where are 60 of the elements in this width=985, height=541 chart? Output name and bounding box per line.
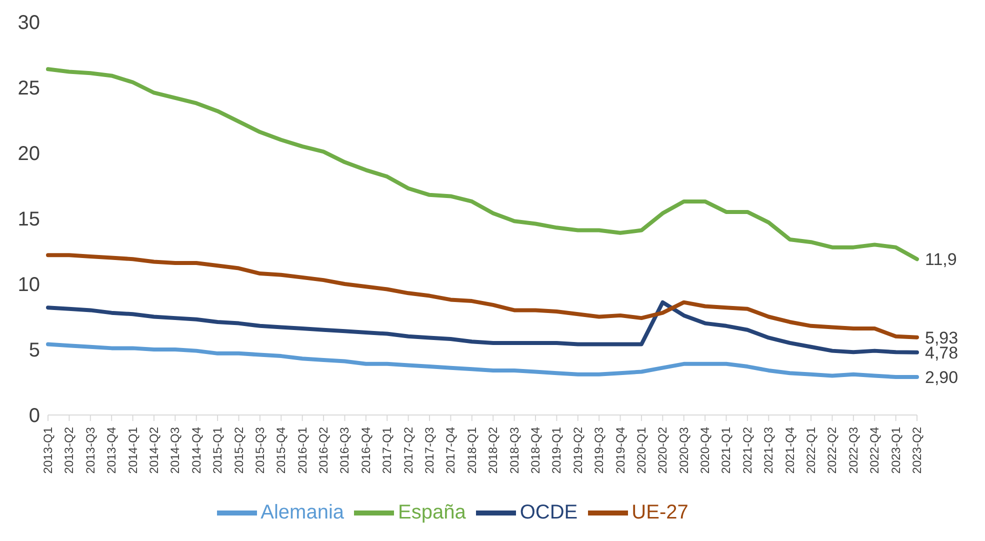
x-tick-label: 2021-Q2 xyxy=(740,426,754,474)
legend-label: OCDE xyxy=(520,501,578,524)
line-series xyxy=(46,67,919,262)
x-tick-label: 2017-Q3 xyxy=(422,426,437,474)
x-tick-label: 2017-Q4 xyxy=(444,426,458,474)
x-tick-label: 2014-Q4 xyxy=(189,426,204,474)
x-tick-label: 2016-Q4 xyxy=(358,426,373,474)
x-tick-label: 2015-Q1 xyxy=(210,426,225,474)
y-tick-label: 5 xyxy=(28,340,40,362)
x-tick-label: 2018-Q1 xyxy=(464,426,479,474)
y-tick-label: 30 xyxy=(18,12,40,34)
x-tick-label: 2016-Q1 xyxy=(295,426,310,474)
line-series xyxy=(46,300,919,354)
x-tick-label: 2021-Q1 xyxy=(719,426,734,474)
x-tick-label: 2019-Q2 xyxy=(570,426,585,474)
x-tick-label: 2015-Q3 xyxy=(252,426,267,474)
legend-label: España xyxy=(398,501,466,524)
x-tick-label: 2022-Q2 xyxy=(825,426,840,474)
x-tick-label: 2020-Q2 xyxy=(656,426,670,474)
x-tick-label: 2020-Q3 xyxy=(676,426,691,474)
x-tick-label: 2017-Q1 xyxy=(380,426,394,474)
y-tick-label: 15 xyxy=(18,208,40,231)
x-tick-label: 2022-Q4 xyxy=(868,426,882,474)
x-tick-label: 2019-Q3 xyxy=(592,426,606,474)
x-tick-label: 2013-Q4 xyxy=(104,426,119,474)
y-tick-label: 0 xyxy=(28,405,40,428)
legend-label: UE-27 xyxy=(632,501,688,524)
x-tick-label: 2013-Q3 xyxy=(83,426,98,474)
x-tick-label: 2013-Q1 xyxy=(41,426,55,474)
x-tick-label: 2023-Q2 xyxy=(910,426,924,474)
x-tick-label: 2018-Q3 xyxy=(507,426,522,474)
line-series xyxy=(46,253,919,340)
x-tick-label: 2015-Q2 xyxy=(232,426,246,474)
x-tick-label: 2014-Q1 xyxy=(126,426,140,474)
data-label: 2,90 xyxy=(925,368,958,388)
x-tick-label: 2020-Q4 xyxy=(698,426,712,474)
x-tick-label: 2016-Q2 xyxy=(316,426,331,474)
x-tick-label: 2021-Q4 xyxy=(782,426,797,474)
y-tick-label: 25 xyxy=(18,78,40,100)
x-tick-label: 2013-Q2 xyxy=(62,426,76,474)
x-tick-label: 2020-Q1 xyxy=(634,426,648,474)
x-tick-label: 2016-Q3 xyxy=(338,426,352,474)
x-tick-label: 2018-Q2 xyxy=(486,426,500,474)
x-tick-label: 2015-Q4 xyxy=(274,426,288,474)
x-tick-label: 2019-Q1 xyxy=(550,426,564,474)
x-tick-label: 2022-Q3 xyxy=(846,426,860,474)
line-series xyxy=(46,342,919,380)
x-tick-label: 2017-Q2 xyxy=(401,426,416,474)
x-tick-label: 2022-Q1 xyxy=(804,426,818,474)
data-label: 5,93 xyxy=(925,328,958,348)
x-tick-label: 2014-Q3 xyxy=(168,426,182,474)
x-tick-label: 2019-Q4 xyxy=(613,426,628,474)
x-tick-label: 2021-Q3 xyxy=(762,426,776,474)
y-tick-label: 10 xyxy=(18,274,40,296)
data-label: 11,9 xyxy=(925,250,957,270)
y-tick-label: 20 xyxy=(18,143,40,166)
legend-label: Alemania xyxy=(260,501,344,524)
x-tick-label: 2023-Q1 xyxy=(888,426,903,474)
x-tick-label: 2018-Q4 xyxy=(528,426,542,474)
x-tick-label: 2014-Q2 xyxy=(146,426,161,474)
